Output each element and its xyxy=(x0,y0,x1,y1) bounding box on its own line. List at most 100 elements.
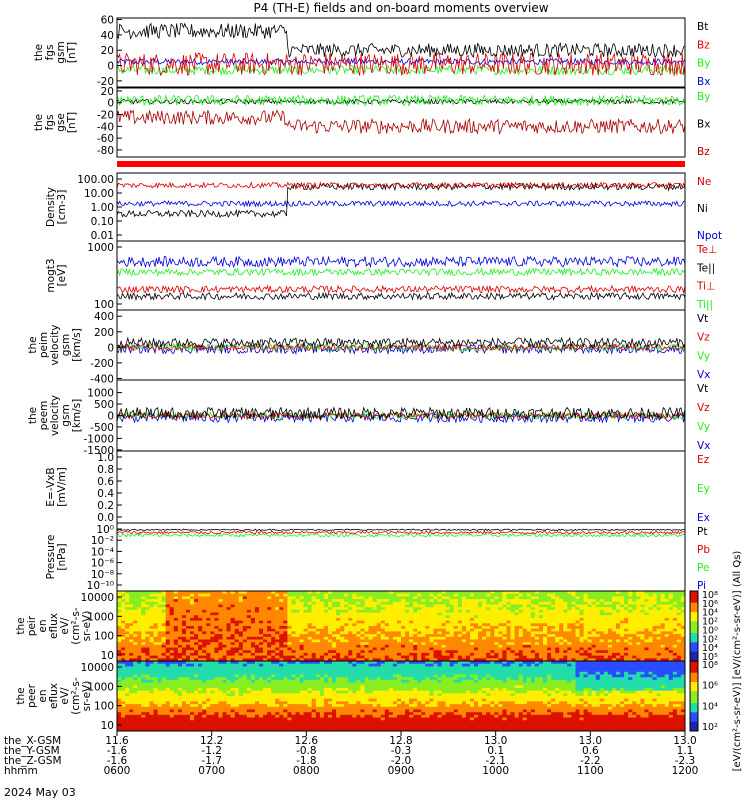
y-axis-label: [km/s] xyxy=(71,399,83,433)
legend-entry: Vt xyxy=(697,313,708,325)
y-axis-label: Pressure xyxy=(45,535,57,580)
y-axis-label: gsm xyxy=(60,334,72,356)
peer_eflux-heatmap-cells xyxy=(117,661,686,732)
legend-entry: Npot xyxy=(697,230,722,242)
x-tick-label: 1100 xyxy=(577,765,604,777)
fgs_gse-frame xyxy=(116,87,686,158)
temperature-series-3 xyxy=(116,255,686,269)
y-tick-label: 100.00 xyxy=(77,174,114,186)
y-tick-label: -20 xyxy=(97,76,114,88)
y-tick-label: 100 xyxy=(94,631,114,643)
x-tick-label: -1.2 xyxy=(201,745,222,757)
y-axis-label: peer xyxy=(26,683,38,708)
separator-band xyxy=(117,161,685,167)
y-axis-label: peim xyxy=(38,332,50,358)
y-axis-label: eV/ xyxy=(59,687,71,705)
y-tick-label: 0 xyxy=(107,411,114,423)
y-axis-label: gsm xyxy=(60,404,72,426)
legend-entry: Ti|| xyxy=(696,299,713,311)
y-axis-label: (cm²-s- xyxy=(70,607,82,645)
legend-entry: Vt xyxy=(697,383,708,395)
colorbar-label: [eV/(cm²-s-sr-eV)] [eV/(cm²-s-sr-eV)] (A… xyxy=(732,551,743,772)
colorbar-tick-label: 10⁴ xyxy=(702,643,718,654)
y-axis-label: the xyxy=(27,407,39,424)
y-axis-label: eV/ xyxy=(59,617,71,635)
y-tick-label: 10⁻⁴ xyxy=(91,546,114,558)
peir_eflux-heatmap-cells xyxy=(117,591,686,662)
temperature-series-2 xyxy=(116,267,686,277)
x-tick-label: -2.3 xyxy=(675,755,696,767)
pressure-series-0 xyxy=(116,532,686,538)
legend-entry: Ni xyxy=(697,203,708,215)
x-tick-label: -2.0 xyxy=(391,755,412,767)
y-tick-label: 1.0 xyxy=(97,452,114,464)
y-axis-label: [eV] xyxy=(56,265,68,287)
x-tick-label: -0.3 xyxy=(391,745,412,757)
legend-entry: Ne xyxy=(697,176,711,188)
density-series-0 xyxy=(116,199,686,208)
y-tick-label: 0 xyxy=(107,61,114,73)
y-axis-label: the xyxy=(27,336,39,353)
fgs_gse-series-1 xyxy=(116,97,686,106)
y-tick-label: -80 xyxy=(97,145,114,157)
x-tick-label: 13.0 xyxy=(579,735,602,747)
y-axis-label: eflux xyxy=(48,683,60,709)
peim_velocity-series-2 xyxy=(116,342,686,352)
x-tick-label: 0700 xyxy=(198,765,225,777)
y-tick-label: -400 xyxy=(90,373,114,385)
fgs_gse-series-0 xyxy=(116,109,686,135)
panel-peir_eflux: 10000 1000 100 10 the peir en eflux eV/(cm²-s-sr… xyxy=(15,590,686,662)
y-tick-label: -1000 xyxy=(83,433,114,445)
y-tick-label: 40 xyxy=(101,30,114,42)
x-tick-label: 0.1 xyxy=(487,745,504,757)
legend-entry: Vy xyxy=(697,421,710,433)
x-row-label: the_Z-GSM xyxy=(4,755,62,767)
efield-frame xyxy=(116,450,686,524)
y-tick-label: 0.10 xyxy=(91,216,114,228)
legend-entry: Pb xyxy=(697,544,710,556)
legend-entry: Pe xyxy=(697,562,709,574)
x-tick-label: 13.0 xyxy=(484,735,507,747)
legend-entry: Vx xyxy=(697,369,710,381)
y-tick-label: 1000 xyxy=(87,388,114,400)
x-row-label: the_Y-GSM xyxy=(4,745,60,757)
y-axis-label: E=-VxB xyxy=(45,467,57,506)
fgs_gsm-frame xyxy=(116,17,686,88)
colorbar-tick-label: 10⁶ xyxy=(702,681,718,692)
x-tick-label: -1.6 xyxy=(107,755,128,767)
y-tick-label: 20 xyxy=(101,86,114,98)
y-axis-label: [nPa] xyxy=(56,543,68,570)
x-tick-label: -1.6 xyxy=(107,745,128,757)
legend-entry: Vx xyxy=(697,440,710,452)
legend-entry: Ti⊥ xyxy=(696,281,715,293)
x-tick-label: -2.1 xyxy=(485,755,506,767)
y-tick-label: 400 xyxy=(94,311,114,323)
x-tick-label: 12.2 xyxy=(200,735,223,747)
legend-entry: Vz xyxy=(697,332,710,344)
y-axis-label: the xyxy=(15,687,27,704)
x-tick-label: 1000 xyxy=(482,765,509,777)
peim_velocity-series-0 xyxy=(116,342,686,356)
y-tick-label: -60 xyxy=(97,133,114,145)
legend-entry: Bz xyxy=(697,39,710,51)
y-axis-label: (cm²-s- xyxy=(70,677,82,715)
y-tick-label: 100 xyxy=(94,299,114,311)
y-tick-label: 1000 xyxy=(87,611,114,623)
x-tick-label: 12.8 xyxy=(389,735,412,747)
y-tick-label: 0.01 xyxy=(91,230,114,242)
y-tick-label: 100 xyxy=(94,701,114,713)
legend-entry: Vz xyxy=(697,402,710,414)
y-tick-label: 1000 xyxy=(87,681,114,693)
y-axis-label: [cm-3] xyxy=(56,190,68,225)
colorbar-tick-label: 10⁸ xyxy=(702,660,718,671)
legend-entry: Ey xyxy=(697,483,710,495)
x-tick-label: 0.6 xyxy=(582,745,599,757)
colorbar-tick-label: 10⁰ xyxy=(702,625,718,636)
y-axis-label: en xyxy=(37,619,49,632)
x-tick-label: 0600 xyxy=(104,765,131,777)
panel-efield: 1.00.80.60.40.20.0 E=-VxB [mV/m] Ez Ey Ex xyxy=(45,450,710,524)
legend-entry: Bz xyxy=(697,146,710,158)
y-tick-label: 500 xyxy=(94,399,114,411)
